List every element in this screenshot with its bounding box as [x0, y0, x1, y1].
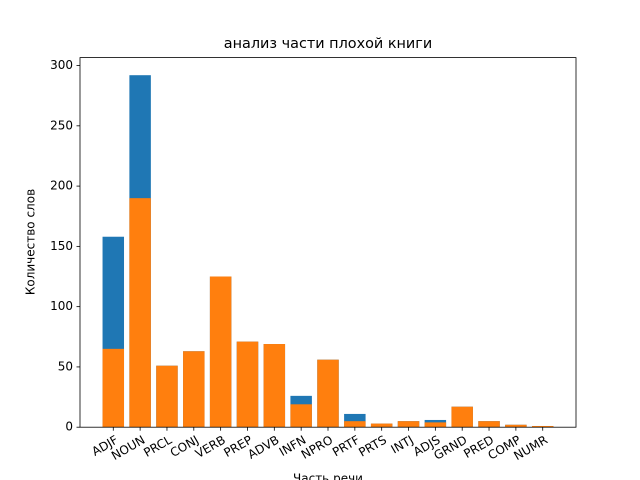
bar — [478, 421, 500, 428]
y-tick-label: 100 — [50, 299, 73, 313]
bar — [370, 423, 393, 428]
y-tick-label: 150 — [50, 239, 73, 253]
bar — [505, 424, 527, 428]
bar — [156, 365, 178, 428]
bar — [102, 348, 125, 428]
bar — [397, 421, 420, 428]
bar — [129, 198, 151, 428]
bar — [344, 421, 366, 428]
bar — [424, 422, 447, 428]
bar — [290, 404, 312, 428]
y-tick-label: 200 — [50, 179, 73, 193]
bar — [317, 359, 339, 428]
bar — [209, 276, 232, 428]
bar — [236, 341, 259, 428]
y-axis-label: Количество слов — [24, 189, 38, 295]
bar — [183, 351, 205, 428]
chart-title: анализ части плохой книги — [224, 36, 432, 52]
y-tick-label: 0 — [65, 420, 73, 434]
bar — [451, 406, 473, 428]
x-axis-label: Часть речи — [293, 472, 363, 480]
plot-frame — [79, 57, 577, 428]
bar — [263, 344, 286, 428]
y-tick-label: 300 — [50, 58, 73, 72]
y-tick-label: 250 — [50, 118, 73, 132]
bar — [531, 425, 554, 428]
y-tick-label: 50 — [58, 359, 73, 373]
